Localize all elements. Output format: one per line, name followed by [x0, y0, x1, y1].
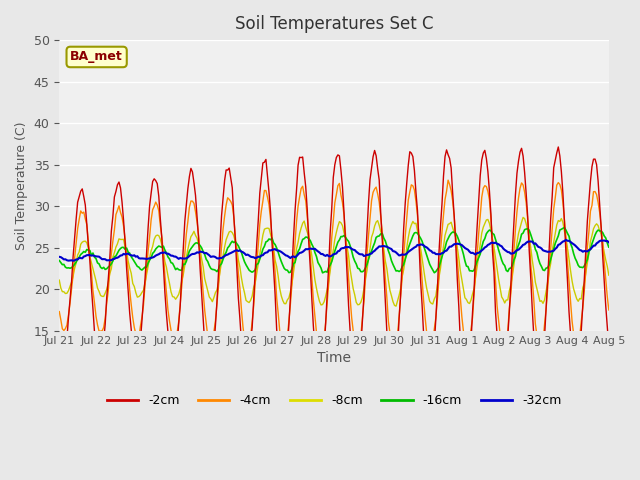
Y-axis label: Soil Temperature (C): Soil Temperature (C) — [15, 121, 28, 250]
Text: BA_met: BA_met — [70, 50, 123, 63]
X-axis label: Time: Time — [317, 351, 351, 365]
Title: Soil Temperatures Set C: Soil Temperatures Set C — [235, 15, 433, 33]
Legend: -2cm, -4cm, -8cm, -16cm, -32cm: -2cm, -4cm, -8cm, -16cm, -32cm — [102, 389, 566, 412]
